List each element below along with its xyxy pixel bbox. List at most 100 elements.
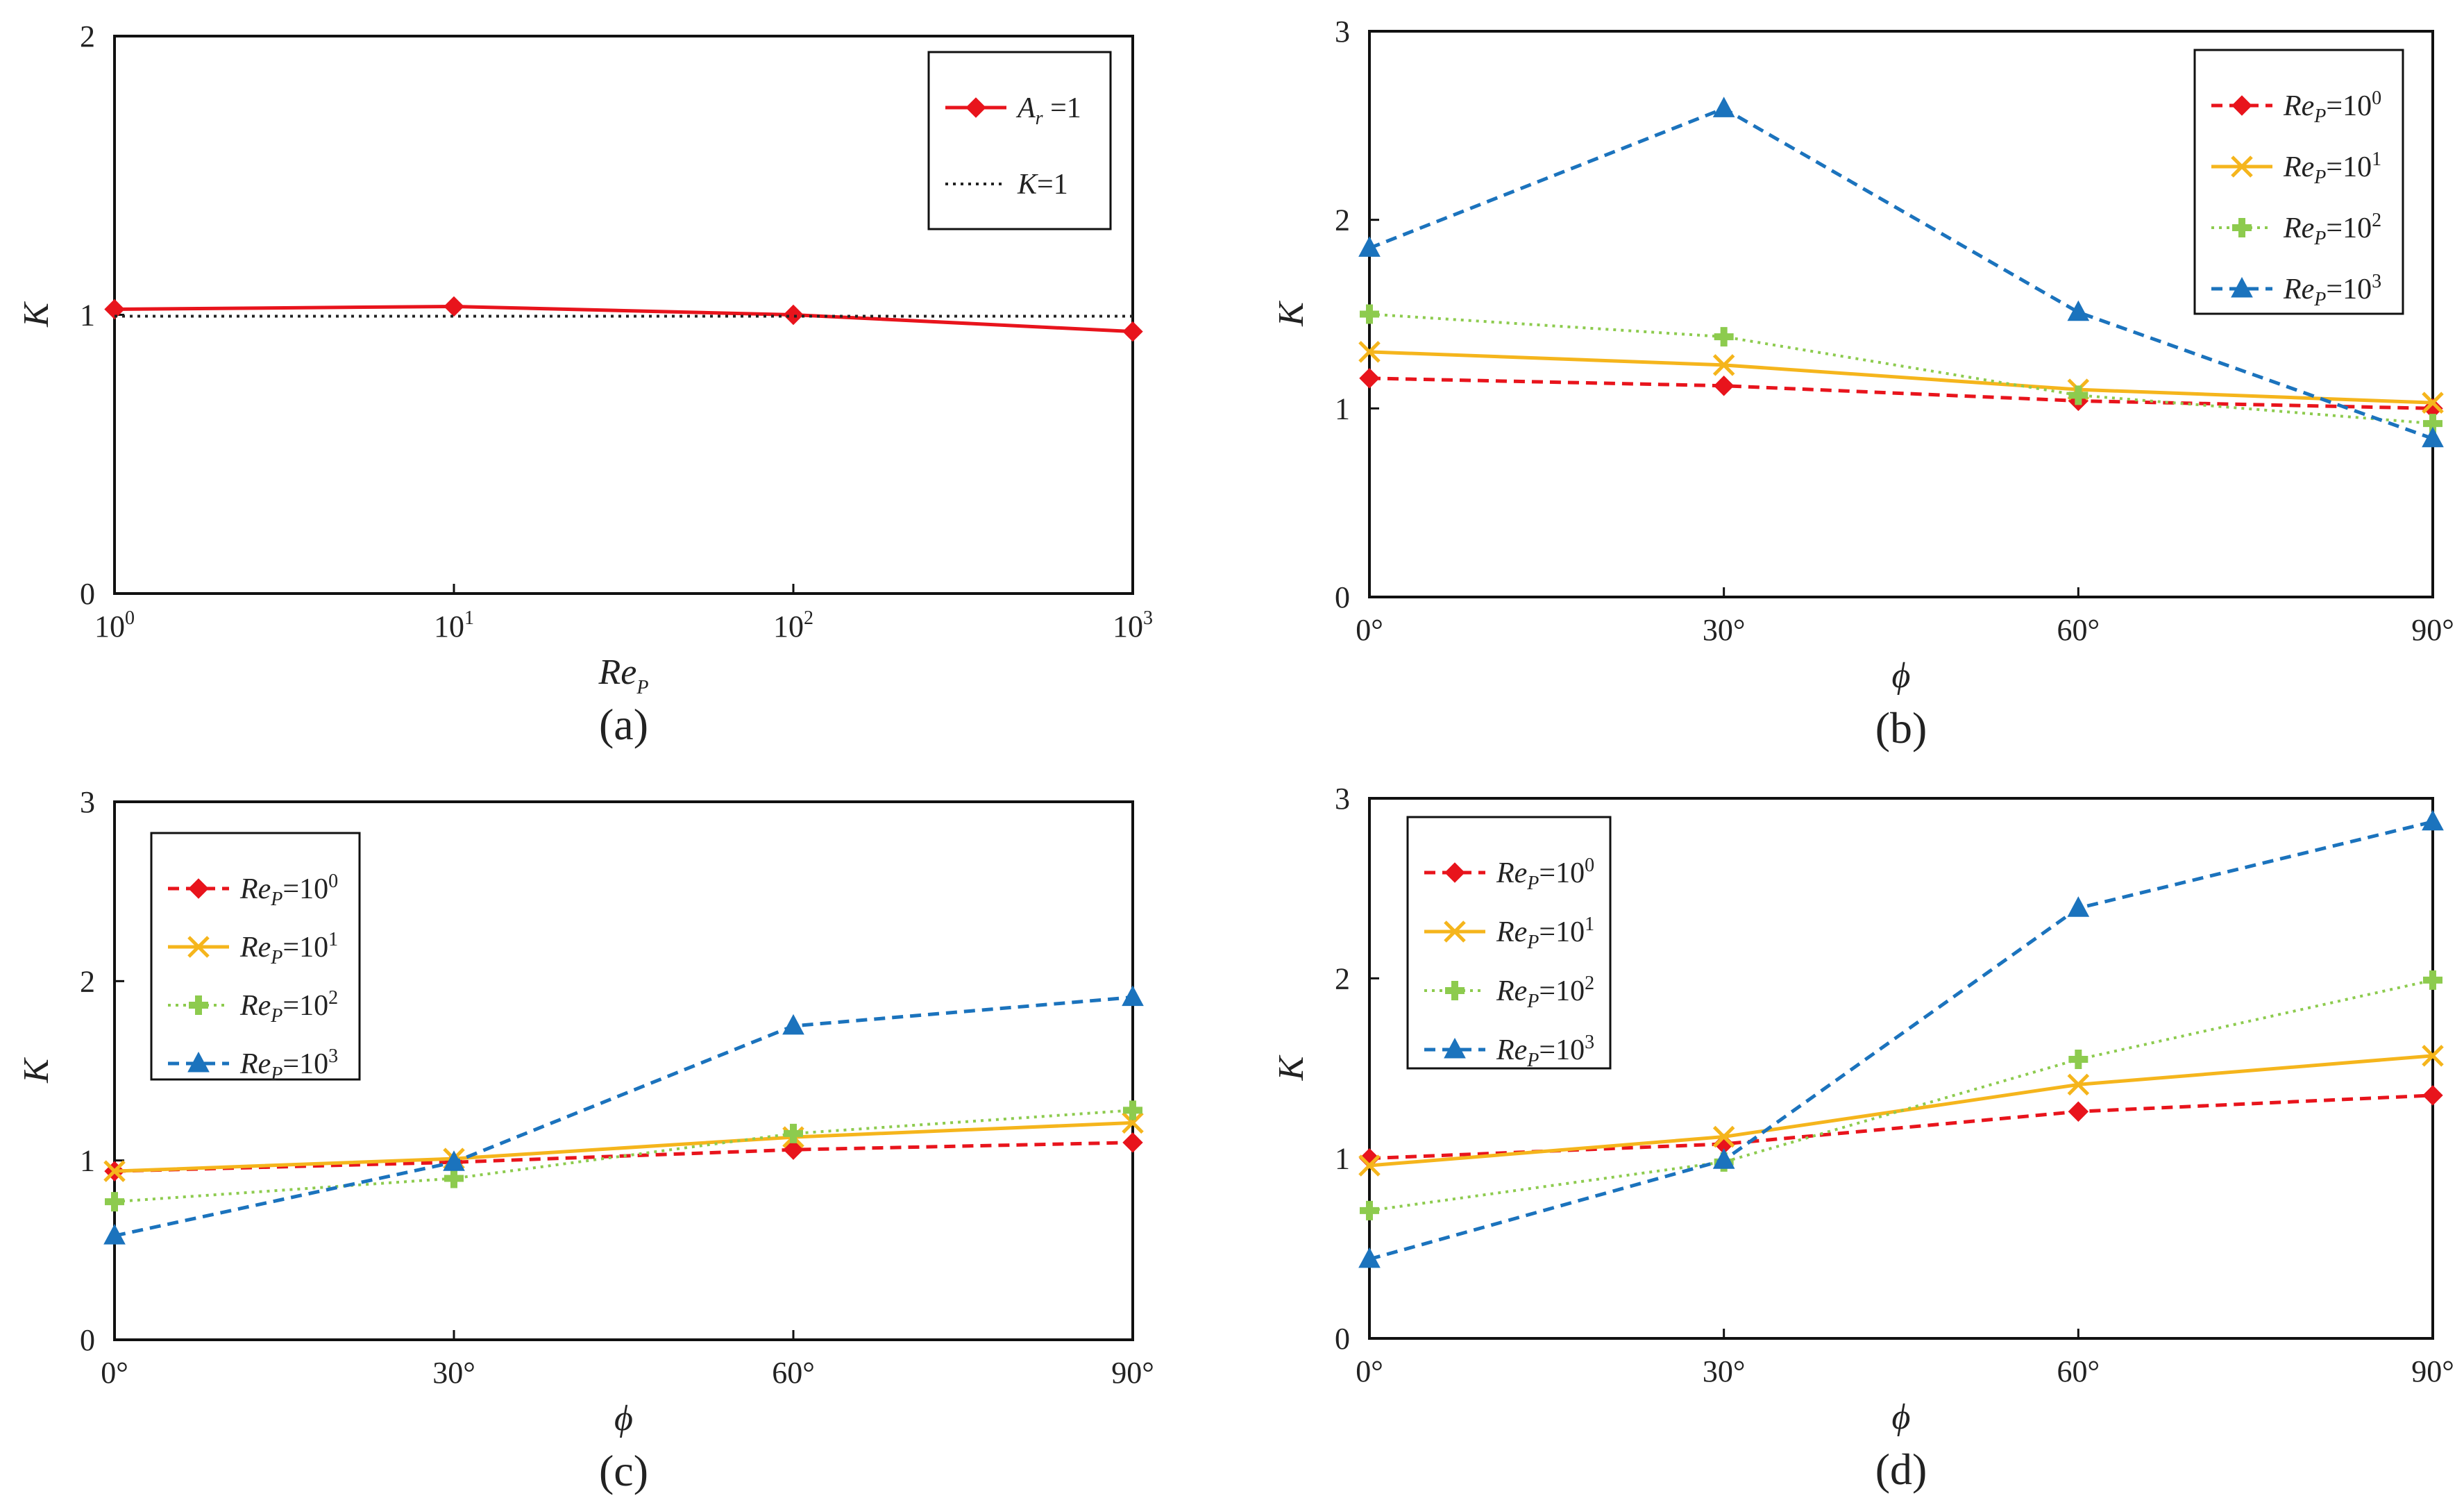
legend-box (150, 832, 361, 1081)
legend-label-exponent: 1 (2372, 149, 2381, 170)
x-tick-label: 60° (772, 1356, 815, 1390)
legend-label-base: =10 (282, 990, 328, 1022)
data-point (1358, 341, 1381, 363)
legend-marker (2231, 155, 2253, 178)
legend-label: ReP=102 (1496, 973, 1594, 1012)
y-tick-label: 0 (1335, 1322, 1350, 1356)
legend-label-base: =10 (1539, 1034, 1585, 1066)
x-tick-exponent: 2 (804, 607, 813, 629)
y-tick-label: 2 (80, 19, 95, 53)
panel-caption: (b) (1875, 703, 1927, 752)
data-point (2068, 385, 2089, 405)
legend-marker (189, 995, 208, 1015)
x-tick-label: 60° (2057, 613, 2100, 647)
data-point (1123, 1100, 1142, 1120)
legend-label-base: =10 (2326, 151, 2372, 183)
x-tick-label: 101 (434, 607, 474, 644)
data-point (2422, 1045, 2444, 1067)
data-point (2068, 1050, 2089, 1070)
series-line (1369, 820, 2433, 1261)
legend-label-sub: P (2313, 106, 2326, 127)
data-point (2067, 300, 2090, 321)
data-point (1122, 321, 1143, 342)
x-axis-label-main: ϕ (1892, 1397, 1911, 1437)
legend-label-exponent: 2 (2372, 210, 2381, 231)
data-point (2067, 1073, 2090, 1096)
y-tick-label: 1 (80, 1144, 95, 1178)
legend-marker (965, 97, 986, 118)
y-tick-label: 0 (80, 577, 95, 611)
legend-label: ReP=102 (2283, 210, 2381, 249)
x-tick-label: 0° (1356, 1354, 1383, 1388)
x-axis-label: ϕ (614, 1399, 633, 1438)
x-axis-label: ϕ (1892, 656, 1911, 696)
x-tick-label: 60° (2057, 1354, 2100, 1388)
legend-label-base: =10 (1539, 857, 1585, 889)
series-line (1369, 978, 2433, 1212)
data-point (1712, 1148, 1735, 1169)
legend-marker (188, 878, 209, 899)
x-tick-base: 10 (773, 609, 804, 644)
series-group (1358, 96, 2444, 448)
data-point (1359, 368, 1380, 389)
data-point (783, 1139, 804, 1160)
legend-label-sub: P (2313, 167, 2326, 188)
legend-label-exponent: 1 (1585, 914, 1594, 935)
y-axis-label: K (17, 301, 56, 328)
legend-label-re: Re (1496, 1034, 1527, 1066)
legend-label-sub: P (2313, 228, 2326, 249)
data-point (1358, 1154, 1381, 1177)
series-line (1369, 106, 2433, 441)
legend-label-sub: P (1526, 1050, 1539, 1071)
data-point (1713, 376, 1735, 396)
data-point (444, 296, 464, 317)
x-tick-label: 0° (1356, 613, 1383, 647)
legend-label-exponent: 2 (1585, 973, 1594, 994)
data-point (2422, 809, 2444, 831)
legend-label-re: Re (239, 873, 271, 905)
x-tick-label: 0° (101, 1356, 128, 1390)
legend-label-sub: r (1036, 108, 1043, 129)
legend-label: ReP=101 (2283, 149, 2381, 188)
legend-label-base: =10 (2326, 274, 2372, 305)
legend-label-sub: P (270, 1005, 282, 1027)
x-tick-label: 90° (2411, 1354, 2454, 1388)
legend-label-rest: =1 (1037, 169, 1068, 201)
legend-label-re: Re (239, 932, 271, 964)
series-group (103, 985, 1144, 1245)
legend-box (927, 51, 1112, 230)
legend-label: Ar =1 (1015, 92, 1081, 129)
y-tick-label: 3 (80, 785, 95, 819)
x-axis-label: ReP (598, 653, 649, 698)
series-line (114, 1109, 1133, 1204)
x-tick-base: 10 (94, 609, 125, 644)
x-tick-label: 90° (2411, 613, 2454, 647)
x-tick-base: 10 (1113, 609, 1143, 644)
data-point (2422, 1085, 2443, 1106)
data-point (444, 1168, 464, 1188)
y-tick-label: 3 (1335, 782, 1350, 816)
x-tick-label: 30° (1703, 1354, 1746, 1388)
legend-label-exponent: 2 (328, 987, 338, 1009)
y-tick-label: 0 (80, 1323, 95, 1357)
legend-label: ReP=101 (1496, 914, 1594, 953)
data-point (1122, 1111, 1144, 1134)
data-point (1712, 96, 1735, 117)
data-point (1712, 1125, 1735, 1148)
legend-label-sub: P (270, 1063, 282, 1085)
legend-label-sub: P (1526, 932, 1539, 953)
y-tick-label: 1 (80, 299, 95, 333)
legend-label-exponent: 0 (328, 871, 338, 892)
legend-label-base: =10 (1539, 916, 1585, 948)
data-point (1714, 327, 1734, 347)
legend-label: ReP=100 (1496, 855, 1594, 894)
legend-label-base: =10 (1539, 975, 1585, 1007)
series-line (114, 995, 1133, 1238)
legend-label-base: =10 (2326, 90, 2372, 122)
data-point (784, 1123, 803, 1143)
x-tick-base: 10 (434, 609, 464, 644)
